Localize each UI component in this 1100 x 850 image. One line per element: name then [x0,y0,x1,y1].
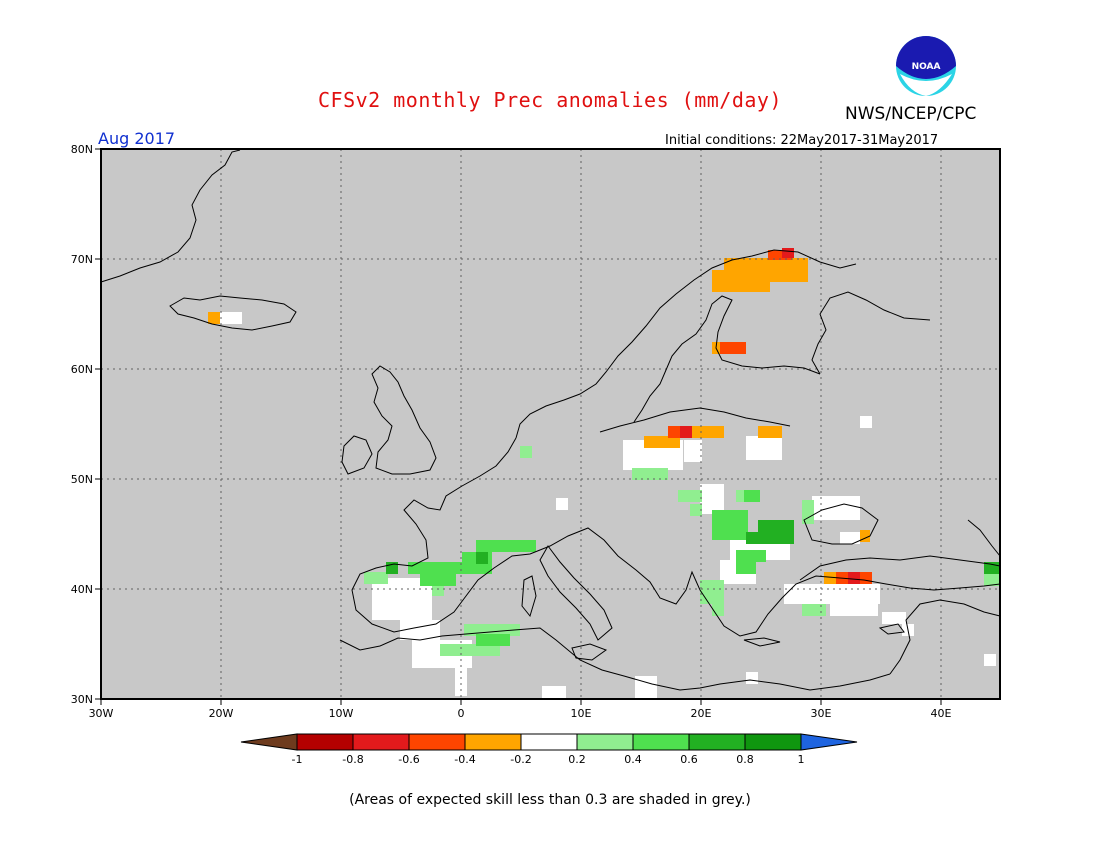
colorbar-bin [464,733,522,751]
noaa-logo-text: NOAA [912,62,941,72]
colorbar-label: -1 [292,753,303,766]
colorbar-bin [352,733,410,751]
coastlines [100,149,1001,691]
colorbar-bin [520,733,578,751]
colorbar-label: -0.8 [342,753,363,766]
map-frame [100,148,1001,700]
lat-label-60n: 60N [71,363,93,376]
initial-conditions: Initial conditions: 22May2017-31May2017 [665,133,939,148]
colorbar-bin [296,733,354,751]
lat-label-50n: 50N [71,473,93,486]
lat-label-70n: 70N [71,253,93,266]
lon-label-40e: 40E [931,707,952,720]
colorbar-arrow-high [800,733,858,751]
lat-label-30n: 30N [71,693,93,706]
lon-label-30w: 30W [89,707,114,720]
lon-label-10e: 10E [571,707,592,720]
colorbar-label: 0.4 [624,753,642,766]
colorbar-bin [408,733,466,751]
anomaly-patches [208,248,1000,699]
lat-label-80n: 80N [71,143,93,156]
colorbar-bin [632,733,690,751]
noaa-logo: NOAA [896,36,956,96]
colorbar-label: -0.6 [398,753,419,766]
skill-note: (Areas of expected skill less than 0.3 a… [349,792,751,808]
lon-label-10w: 10W [329,707,354,720]
org-label: NWS/NCEP/CPC [845,104,977,124]
lat-label-40n: 40N [71,583,93,596]
colorbar-label: 0.8 [736,753,754,766]
map-title: CFSv2 monthly Prec anomalies (mm/day) [317,88,783,112]
colorbar-bin [688,733,746,751]
colorbar-label: 1 [798,753,805,766]
colorbar-bin [744,733,802,751]
lon-label-0: 0 [458,707,465,720]
forecast-month: Aug 2017 [98,129,176,148]
colorbar-label: -0.4 [454,753,475,766]
colorbar-label: 0.2 [568,753,586,766]
lon-label-20w: 20W [209,707,234,720]
graticule [101,149,1000,699]
colorbar [240,733,858,751]
colorbar-bin [576,733,634,751]
colorbar-arrow-low [240,733,298,751]
colorbar-label: -0.2 [510,753,531,766]
lon-label-30e: 30E [811,707,832,720]
lon-label-20e: 20E [691,707,712,720]
colorbar-label: 0.6 [680,753,698,766]
